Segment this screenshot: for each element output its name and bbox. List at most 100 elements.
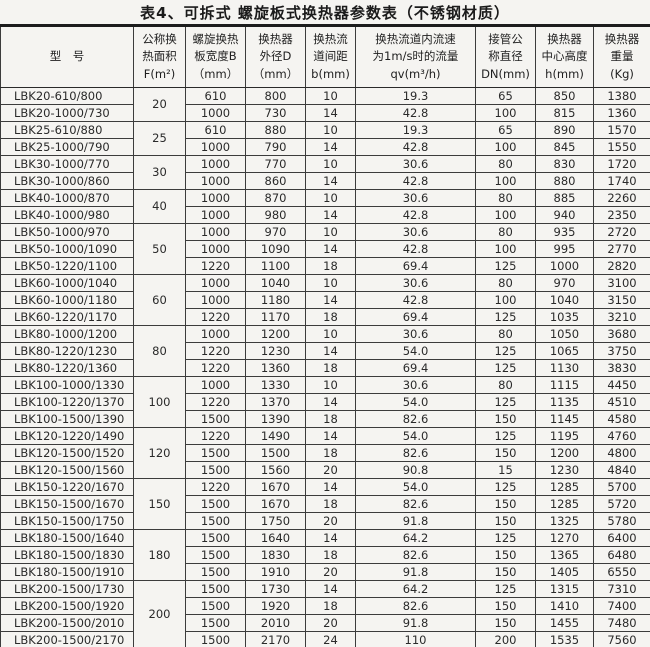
- value-cell: 20: [305, 562, 356, 581]
- value-cell: 1365: [535, 545, 594, 564]
- value-cell: 150: [475, 409, 536, 428]
- value-cell: 980: [245, 205, 306, 224]
- value-cell: 4760: [593, 426, 650, 445]
- value-cell: 54.0: [355, 341, 476, 360]
- value-cell: 1000: [185, 154, 246, 173]
- value-cell: 2770: [593, 239, 650, 258]
- value-cell: 150: [475, 443, 536, 462]
- value-cell: 18: [305, 494, 356, 513]
- value-cell: 1000: [185, 290, 246, 309]
- value-cell: 18: [305, 358, 356, 377]
- value-cell: 82.6: [355, 545, 476, 564]
- value-cell: 3830: [593, 358, 650, 377]
- value-cell: 10: [305, 86, 356, 105]
- value-cell: 1220: [185, 341, 246, 360]
- value-cell: 150: [475, 613, 536, 632]
- value-cell: 125: [475, 256, 536, 275]
- table-row: LBK50-1220/1100 1220 1100 18 69.4 125 1000 2820: [0, 256, 650, 275]
- value-cell: 125: [475, 392, 536, 411]
- value-cell: 54.0: [355, 477, 476, 496]
- model-cell: LBK80-1220/1360: [0, 358, 134, 377]
- value-cell: 69.4: [355, 307, 476, 326]
- table-row: LBK50-1000/1090 1000 1090 14 42.8 100 995 2770: [0, 239, 650, 258]
- value-cell: 1000: [185, 239, 246, 258]
- value-cell: 1180: [245, 290, 306, 309]
- value-cell: 1000: [185, 171, 246, 190]
- value-cell: 1000: [185, 137, 246, 156]
- value-cell: 5780: [593, 511, 650, 530]
- value-cell: 1325: [535, 511, 594, 530]
- value-cell: 18: [305, 256, 356, 275]
- model-cell: LBK150-1500/1750: [0, 511, 134, 530]
- value-cell: 4580: [593, 409, 650, 428]
- value-cell: 885: [535, 188, 594, 207]
- value-cell: 20: [305, 511, 356, 530]
- value-cell: 100: [475, 103, 536, 122]
- value-cell: 10: [305, 120, 356, 139]
- value-cell: 935: [535, 222, 594, 241]
- value-cell: 125: [475, 358, 536, 377]
- value-cell: 1500: [185, 579, 246, 598]
- value-cell: 1000: [185, 324, 246, 343]
- value-cell: 5700: [593, 477, 650, 496]
- value-cell: 2720: [593, 222, 650, 241]
- value-cell: 1640: [245, 528, 306, 547]
- table-row: LBK80-1000/1200 80 1000 1200 10 30.6 80 1050 368…: [0, 324, 650, 377]
- value-cell: 1360: [593, 103, 650, 122]
- model-cell: LBK200-1500/1920: [0, 596, 134, 615]
- nominal-area-cell: 180: [133, 528, 186, 581]
- nominal-area-cell: 20: [133, 86, 186, 122]
- value-cell: 1500: [185, 528, 246, 547]
- value-cell: 1500: [185, 409, 246, 428]
- model-cell: LBK60-1000/1040: [0, 273, 134, 292]
- value-cell: 1535: [535, 630, 594, 647]
- value-cell: 1000: [185, 188, 246, 207]
- value-cell: 14: [305, 171, 356, 190]
- value-cell: 150: [475, 494, 536, 513]
- value-cell: 1750: [245, 511, 306, 530]
- value-cell: 1500: [245, 443, 306, 462]
- value-cell: 845: [535, 137, 594, 156]
- value-cell: 20: [305, 613, 356, 632]
- value-cell: 14: [305, 528, 356, 547]
- value-cell: 30.6: [355, 273, 476, 292]
- model-cell: LBK120-1220/1490: [0, 426, 134, 445]
- table-row: LBK30-1000/770 30 1000 770 10 30.6 80 830 1720: [0, 154, 650, 190]
- value-cell: 42.8: [355, 239, 476, 258]
- value-cell: 80: [475, 222, 536, 241]
- value-cell: 1065: [535, 341, 594, 360]
- value-cell: 18: [305, 409, 356, 428]
- value-cell: 1500: [185, 494, 246, 513]
- value-cell: 69.4: [355, 256, 476, 275]
- nominal-area-cell: 120: [133, 426, 186, 479]
- model-cell: LBK100-1220/1370: [0, 392, 134, 411]
- value-cell: 1455: [535, 613, 594, 632]
- value-cell: 10: [305, 375, 356, 394]
- value-cell: 18: [305, 307, 356, 326]
- value-cell: 54.0: [355, 392, 476, 411]
- table-row: LBK40-1000/870 40 1000 870 10 30.6 80 885 2260: [0, 188, 650, 224]
- value-cell: 10: [305, 273, 356, 292]
- value-cell: 970: [535, 273, 594, 292]
- value-cell: 1500: [185, 562, 246, 581]
- value-cell: 995: [535, 239, 594, 258]
- value-cell: 42.8: [355, 171, 476, 190]
- model-cell: LBK80-1220/1230: [0, 341, 134, 360]
- value-cell: 880: [245, 120, 306, 139]
- model-cell: LBK50-1000/970: [0, 222, 134, 241]
- column-header-channel-spacing: 换热流 道间距 b(mm): [305, 25, 356, 88]
- model-cell: LBK40-1000/980: [0, 205, 134, 224]
- value-cell: 1830: [245, 545, 306, 564]
- model-cell: LBK40-1000/870: [0, 188, 134, 207]
- value-cell: 1285: [535, 477, 594, 496]
- value-cell: 1230: [535, 460, 594, 479]
- value-cell: 1220: [185, 477, 246, 496]
- value-cell: 1220: [185, 358, 246, 377]
- value-cell: 7480: [593, 613, 650, 632]
- model-cell: LBK180-1500/1910: [0, 562, 134, 581]
- value-cell: 14: [305, 137, 356, 156]
- value-cell: 2820: [593, 256, 650, 275]
- value-cell: 610: [185, 86, 246, 105]
- value-cell: 3100: [593, 273, 650, 292]
- nominal-area-cell: 80: [133, 324, 186, 377]
